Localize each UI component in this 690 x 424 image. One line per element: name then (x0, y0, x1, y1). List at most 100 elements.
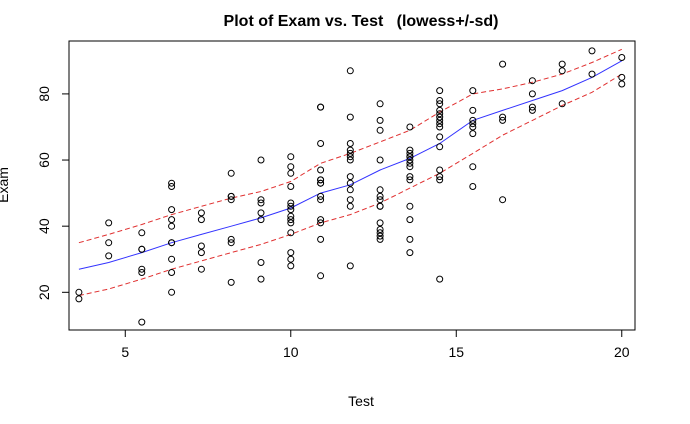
data-point (499, 116, 507, 124)
lowess-line-layer (78, 60, 623, 270)
data-point (376, 186, 384, 194)
data-point (406, 202, 414, 210)
data-point (618, 54, 626, 61)
data-point (287, 229, 295, 237)
data-point (376, 229, 384, 237)
data-point (197, 265, 205, 273)
data-point (406, 173, 414, 181)
data-point (138, 229, 146, 237)
data-point (376, 192, 384, 200)
data-point (346, 149, 354, 157)
data-point (376, 116, 384, 124)
data-point (287, 262, 295, 270)
data-point (287, 199, 295, 207)
data-point (138, 269, 146, 276)
data-point (346, 67, 354, 75)
data-point (406, 249, 414, 257)
y-tick-label: 20 (36, 284, 52, 300)
data-point (406, 123, 414, 131)
data-point (436, 100, 444, 108)
data-point (436, 87, 444, 95)
data-point (257, 199, 265, 207)
data-point (257, 259, 265, 266)
data-point (376, 235, 384, 243)
data-point (287, 153, 295, 161)
lowess-line (78, 60, 623, 270)
data-point (436, 97, 444, 104)
data-point (197, 216, 205, 224)
data-point (588, 70, 596, 78)
data-point (287, 212, 295, 220)
data-point (168, 206, 176, 214)
data-point (499, 196, 507, 204)
data-point (227, 239, 235, 247)
data-point (346, 196, 354, 204)
data-point (257, 275, 265, 283)
data-point (436, 113, 444, 121)
data-point (317, 216, 325, 224)
data-point (317, 192, 325, 200)
data-point (436, 123, 444, 131)
data-point (469, 116, 477, 124)
data-point (227, 235, 235, 243)
data-point (436, 106, 444, 114)
scatter-points (75, 47, 626, 326)
data-point (346, 262, 354, 270)
data-point (227, 192, 235, 200)
data-point (436, 275, 444, 283)
data-point (528, 106, 536, 114)
data-point (436, 166, 444, 174)
upper-sd-line (78, 48, 623, 244)
data-point (469, 130, 477, 138)
x-tick-label: 20 (614, 344, 630, 360)
data-point (287, 202, 295, 210)
data-point (558, 60, 566, 68)
y-tick-label: 60 (36, 152, 52, 168)
data-point (287, 255, 295, 263)
y-tick-label: 40 (36, 218, 52, 234)
data-point (406, 163, 414, 171)
data-point (528, 77, 536, 85)
data-point (436, 116, 444, 124)
sd-band-lines (78, 48, 623, 297)
data-point (406, 159, 414, 167)
data-point (197, 242, 205, 250)
data-point (168, 179, 176, 187)
data-point (105, 219, 113, 227)
data-point (346, 186, 354, 194)
data-point (317, 179, 325, 187)
y-tick-label: 80 (36, 86, 52, 102)
data-point (287, 206, 295, 214)
x-tick-label: 10 (283, 344, 299, 360)
data-point (138, 245, 146, 253)
data-point (469, 123, 477, 131)
data-point (469, 106, 477, 114)
data-point (227, 196, 235, 204)
data-point (436, 120, 444, 128)
data-point (287, 219, 295, 227)
data-point (558, 67, 566, 75)
data-point (376, 232, 384, 240)
data-point (528, 103, 536, 111)
data-point (138, 318, 146, 326)
x-axis-label: Test (348, 393, 374, 409)
data-point (168, 255, 176, 263)
data-point (528, 90, 536, 98)
y-axis: 20 40 60 80 (36, 86, 70, 300)
data-point (376, 202, 384, 210)
data-point (499, 60, 507, 68)
data-point (376, 219, 384, 227)
data-point (287, 169, 295, 177)
data-point (469, 183, 477, 190)
data-point (376, 156, 384, 164)
data-point (317, 219, 325, 227)
data-point (75, 288, 83, 296)
data-point (317, 166, 325, 174)
data-point (105, 239, 113, 247)
data-point (406, 176, 414, 184)
data-point (558, 100, 566, 108)
data-point (346, 146, 354, 154)
data-point (317, 103, 325, 111)
data-point (436, 133, 444, 141)
